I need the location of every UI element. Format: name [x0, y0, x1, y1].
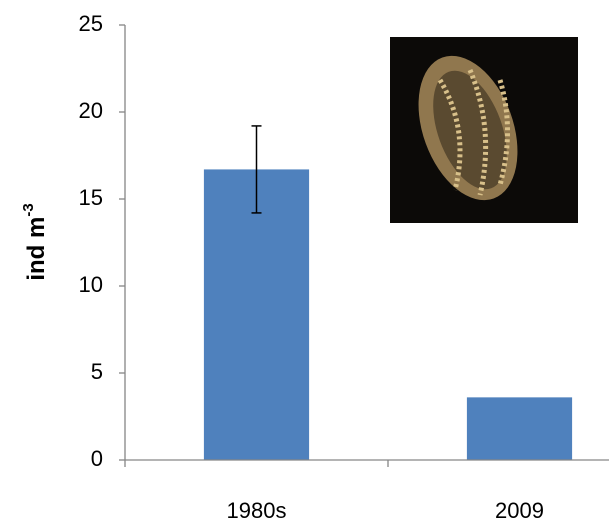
bar [467, 397, 572, 460]
y-axis-label-superscript: -3 [20, 203, 37, 216]
y-tick-label: 0 [91, 446, 103, 471]
y-tick-label: 5 [91, 359, 103, 384]
y-tick-label: 10 [79, 272, 103, 297]
y-axis-label: ind m-3 [20, 203, 50, 280]
y-tick-label: 15 [79, 185, 103, 210]
y-tick-label: 25 [79, 11, 103, 36]
y-axis-label-text: ind m [23, 217, 50, 281]
chart: ind m-3 0 5 10 15 20 25 1980s 2009 [0, 0, 609, 526]
x-tick-label: 1980s [227, 498, 287, 523]
inset-photo [390, 37, 578, 223]
x-tick-label: 2009 [495, 498, 544, 523]
page: ind m-3 05101520251980s2009 (() => { con… [0, 0, 609, 526]
y-tick-label: 20 [79, 98, 103, 123]
